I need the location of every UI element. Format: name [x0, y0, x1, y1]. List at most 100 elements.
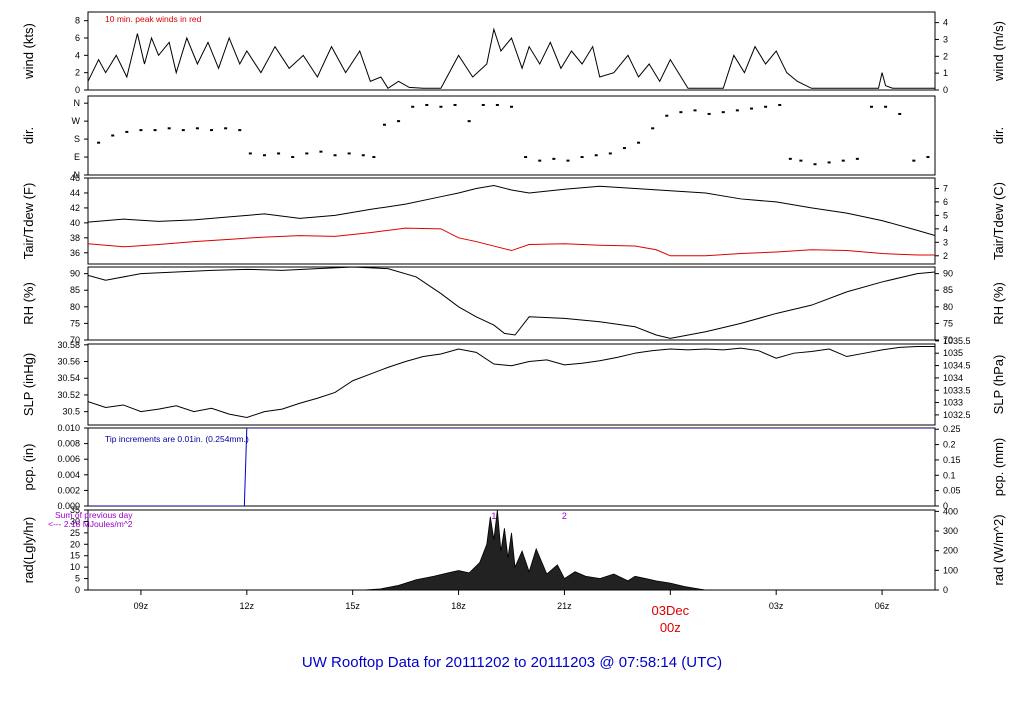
y-tick-label-right: 1035 [943, 348, 963, 358]
data-point [382, 123, 386, 126]
data-point [884, 105, 888, 108]
radiation-area [363, 510, 706, 590]
y-tick-label-right: 75 [943, 318, 953, 328]
y-tick-label-left: 10 [70, 562, 80, 572]
data-point [195, 127, 199, 130]
data-point [841, 159, 845, 162]
data-point [361, 154, 365, 157]
plot-area-rad [363, 510, 706, 590]
y-tick-label-right: 4 [943, 18, 948, 28]
data-point [538, 159, 542, 162]
data-point [439, 105, 443, 108]
y-tick-label-right: 90 [943, 269, 953, 279]
y-axis-label-right: dir. [991, 127, 1006, 144]
time-axis: 09z 12z 15z 18z 21z 03Dec 00z 03z 06z [134, 590, 890, 635]
y-tick-label-left: 80 [70, 302, 80, 312]
data-point [238, 129, 242, 132]
y-tick-label-right: 100 [943, 565, 958, 575]
y-tick-label-right: 0.05 [943, 486, 961, 496]
y-tick-label-left: 6 [75, 33, 80, 43]
data-point [608, 152, 612, 155]
x-tick-label: 09z [134, 601, 149, 611]
panel-slp: 30.5 30.52 30.54 30.56 30.58 1032.5 1033 1033.5… [21, 336, 1006, 426]
y-tick-label-left: W [72, 116, 81, 126]
page-title: UW Rooftop Data for 20111202 to 20111203… [302, 654, 722, 671]
data-point [495, 103, 499, 106]
y-tick-label-left: 0.002 [57, 485, 80, 495]
data-point [594, 154, 598, 157]
y-tick-label-left: 5 [75, 574, 80, 584]
series-line-rh-0 [88, 267, 935, 339]
y-tick-label-left: 75 [70, 318, 80, 328]
y-tick-label-left: 44 [70, 188, 80, 198]
series-line-wind-0 [88, 27, 935, 89]
y-tick-label-right: 0 [943, 85, 948, 95]
y-tick-label-right: 5 [943, 210, 948, 220]
y-axis-label-left: SLP (inHg) [21, 353, 36, 416]
y-tick-label-right: 200 [943, 546, 958, 556]
y-tick-label-right: 4 [943, 224, 948, 234]
y-tick-label-left: 38 [70, 233, 80, 243]
data-point [707, 112, 711, 115]
data-point [665, 114, 669, 117]
data-point [153, 129, 157, 132]
y-tick-label-right: 7 [943, 183, 948, 193]
panel-annotation: 10 min. peak winds in red [105, 14, 202, 24]
data-point [210, 129, 214, 132]
y-tick-label-right: 70 [943, 335, 953, 345]
data-point [291, 156, 295, 159]
data-point [693, 109, 697, 112]
y-tick-label-right: 1 [943, 68, 948, 78]
data-point [181, 129, 185, 132]
data-point [372, 156, 376, 159]
y-tick-label-right: 300 [943, 526, 958, 536]
y-axis-label-right: pcp. (mm) [991, 438, 1006, 497]
y-tick-label-right: 2 [943, 251, 948, 261]
y-axis-label-left: rad(Lgly/hr) [21, 517, 36, 583]
y-tick-label-left: 0.004 [57, 470, 80, 480]
y-tick-label-right: 0.15 [943, 455, 961, 465]
y-tick-label-left: 0 [75, 585, 80, 595]
y-tick-label-right: 0 [943, 585, 948, 595]
panel-annotation: Tip increments are 0.01in. (0.254mm.) [105, 434, 249, 444]
y-tick-label-right: 0.25 [943, 424, 961, 434]
data-point [855, 157, 859, 160]
y-tick-label-left: 0.008 [57, 439, 80, 449]
x-tick-label: 12z [240, 601, 255, 611]
data-point [898, 112, 902, 115]
data-point [467, 120, 471, 123]
series-line-slp-0 [88, 346, 935, 419]
y-tick-label-left: 30.54 [57, 373, 80, 383]
plot-area-temp [88, 184, 935, 257]
y-axis-label-right: Tair/Tdew (C) [991, 182, 1006, 260]
data-point [125, 130, 129, 133]
data-point [111, 134, 115, 137]
y-tick-label-left: 30 [70, 516, 80, 526]
y-axis-label-left: RH (%) [21, 282, 36, 325]
x-tick-date: 03Dec [652, 603, 690, 618]
panel-frame-dir [87, 95, 936, 176]
panel-frame-temp [87, 177, 936, 265]
y-tick-label-right: 1034 [943, 373, 963, 383]
data-point [622, 147, 626, 150]
y-tick-label-right: 1033 [943, 398, 963, 408]
data-point [524, 156, 528, 159]
plot-area-slp [88, 346, 935, 419]
data-point [305, 152, 309, 155]
data-point [481, 103, 485, 106]
y-tick-label-left: E [74, 152, 80, 162]
y-tick-label-right: 0.1 [943, 470, 956, 480]
panel-frame-rh [87, 266, 936, 341]
y-tick-label-right: 6 [943, 197, 948, 207]
panel-marker: 1 [491, 511, 496, 521]
y-tick-label-left: 20 [70, 539, 80, 549]
y-tick-label-left: 30.5 [62, 407, 80, 417]
data-point [813, 163, 817, 166]
y-tick-label-left: 30.58 [57, 340, 80, 350]
data-point [97, 141, 101, 144]
y-axis-label-left: Tair/Tdew (F) [21, 183, 36, 260]
data-point [799, 159, 803, 162]
